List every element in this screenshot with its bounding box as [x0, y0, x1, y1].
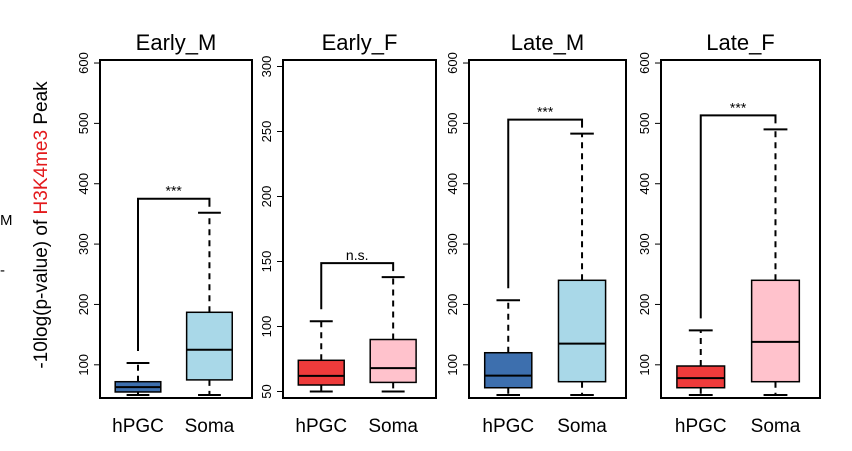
- y-tick-label: 400: [76, 173, 91, 195]
- box-soma: [369, 276, 417, 393]
- panel-frame: [468, 59, 627, 399]
- y-tick-label: 100: [445, 354, 460, 376]
- box-iqr: [557, 279, 607, 383]
- x-tick-label: hPGC: [112, 416, 164, 437]
- significance-label: ***: [537, 104, 554, 120]
- box-iqr: [483, 351, 533, 389]
- box-hpgc: [114, 361, 162, 396]
- y-tick-label: 200: [76, 294, 91, 316]
- y-tick-label: 100: [76, 354, 91, 376]
- y-tick-label: 250: [259, 121, 274, 143]
- x-tick-label: hPGC: [295, 416, 347, 437]
- panel-title: Late_M: [511, 30, 584, 55]
- significance-label: ***: [730, 99, 747, 115]
- y-tick-label: 100: [259, 316, 274, 338]
- y-tick-label: 300: [445, 233, 460, 255]
- panel-title: Early_M: [136, 30, 217, 55]
- x-tick-label: Soma: [368, 416, 418, 437]
- y-tick-label: 500: [76, 113, 91, 135]
- panel-late-f: Late_F 100 200 300 400 500 600 hPGC Soma ***: [637, 30, 821, 437]
- panel-title: Early_F: [322, 30, 398, 55]
- y-tick-label: 300: [259, 56, 274, 78]
- y-tick-label: 600: [637, 52, 652, 74]
- x-tick-label: Soma: [751, 416, 801, 437]
- panel-early-m: Early_M 100 200 300 400 500 600 hPGC Soma ***: [76, 30, 253, 437]
- box-iqr: [750, 279, 801, 383]
- y-tick-label: 600: [445, 52, 460, 74]
- box-iqr: [185, 311, 233, 381]
- box-hpgc: [676, 329, 726, 396]
- panel-frame: [660, 59, 821, 399]
- edge-text-1: M: [0, 212, 13, 229]
- y-tick-label: 100: [637, 354, 652, 376]
- panel-title: Late_F: [706, 30, 775, 55]
- x-tick-label: Soma: [185, 416, 235, 437]
- y-tick-label: 400: [637, 173, 652, 195]
- x-tick-label: Soma: [557, 416, 607, 437]
- panel-early-f: Early_F 50 100 150 200 250 300 hPGC Soma n.s.: [259, 30, 437, 437]
- x-tick-label: hPGC: [675, 416, 727, 437]
- box-iqr: [369, 338, 417, 384]
- significance-bracket: [507, 118, 584, 289]
- box-soma: [750, 128, 801, 396]
- y-tick-label: 150: [259, 251, 274, 273]
- y-tick-label: 200: [259, 186, 274, 208]
- y-tick-label: 200: [445, 294, 460, 316]
- significance-label: ***: [166, 183, 183, 199]
- box-hpgc: [297, 320, 345, 393]
- significance-label: n.s.: [346, 247, 369, 263]
- significance-bracket: [320, 262, 395, 310]
- y-tick-label: 50: [259, 384, 274, 398]
- box-soma: [557, 132, 607, 396]
- y-tick-label: 500: [637, 113, 652, 135]
- y-tick-label: 200: [637, 294, 652, 316]
- y-tick-label: 500: [445, 113, 460, 135]
- y-tick-label: 300: [637, 233, 652, 255]
- box-soma: [185, 211, 233, 396]
- panel-frame: [99, 59, 253, 399]
- significance-bracket: [699, 114, 777, 319]
- panel-frame: [282, 59, 437, 399]
- edge-text-2: ‑: [0, 262, 5, 279]
- box-iqr: [676, 365, 726, 389]
- box-hpgc: [483, 299, 533, 396]
- panel-late-m: Late_M 100 200 300 400 500 600 hPGC Soma ***: [445, 30, 627, 437]
- y-tick-label: 400: [445, 173, 460, 195]
- y-tick-label: 300: [76, 233, 91, 255]
- significance-bracket: [137, 197, 211, 351]
- x-tick-label: hPGC: [482, 416, 534, 437]
- y-tick-label: 600: [76, 52, 91, 74]
- box-iqr: [297, 359, 345, 386]
